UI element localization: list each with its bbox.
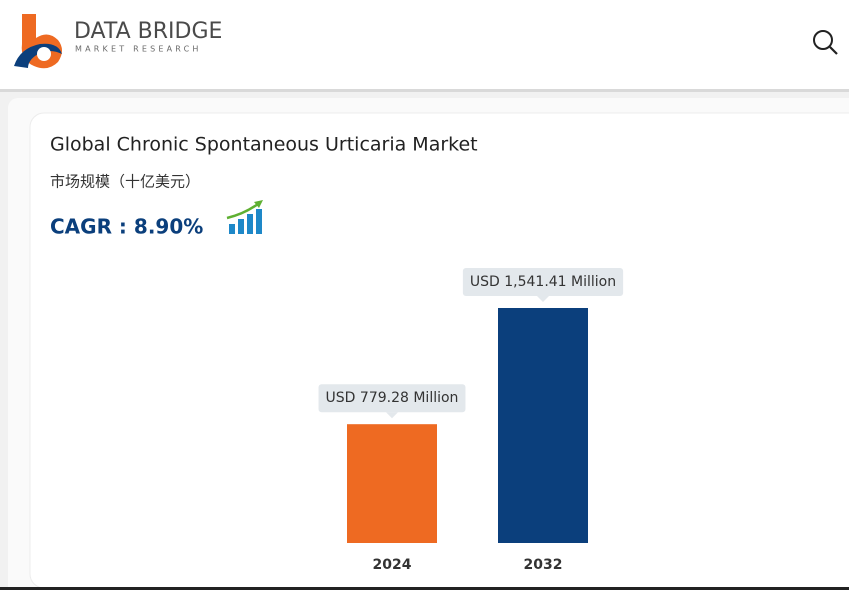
header-shadow: [0, 89, 849, 92]
growth-icon: [226, 200, 263, 234]
icon-arrowhead: [254, 200, 263, 208]
value-label-pointer: [386, 412, 398, 419]
card-title: Global Chronic Spontaneous Urticaria Mar…: [50, 134, 478, 156]
logo-mark-swoosh: [14, 43, 62, 68]
cagr: CAGR : 8.90%: [50, 215, 203, 239]
value-label-box: [318, 384, 466, 413]
value-label: USD 779.28 Million: [326, 390, 459, 406]
logo-mark-hole: [37, 47, 51, 61]
icon-arrow: [226, 202, 259, 220]
search-button[interactable]: [813, 30, 838, 55]
brand-name: DATA BRIDGE: [74, 19, 222, 44]
logo[interactable]: DATA BRIDGE MARKET RESEARCH: [14, 14, 222, 69]
header-bar: [0, 0, 849, 89]
icon-bar: [238, 219, 244, 234]
bottom-edge: [0, 587, 849, 590]
x-tick-label: 2032: [524, 557, 563, 573]
value-label: USD 1,541.41 Million: [470, 274, 616, 290]
icon-bar: [256, 209, 262, 234]
value-label-pointer: [537, 296, 549, 302]
icon-bar: [247, 214, 253, 234]
value-label-box: [462, 268, 624, 296]
x-tick-label: 2024: [373, 557, 412, 573]
bar: [347, 424, 437, 543]
icon-bar: [229, 224, 235, 234]
search-icon-handle: [829, 46, 838, 55]
search-icon: [813, 30, 833, 50]
bar: [498, 308, 588, 543]
card-subtitle: 市场规模（十亿美元）: [50, 173, 200, 191]
brand-tagline: MARKET RESEARCH: [75, 45, 202, 54]
